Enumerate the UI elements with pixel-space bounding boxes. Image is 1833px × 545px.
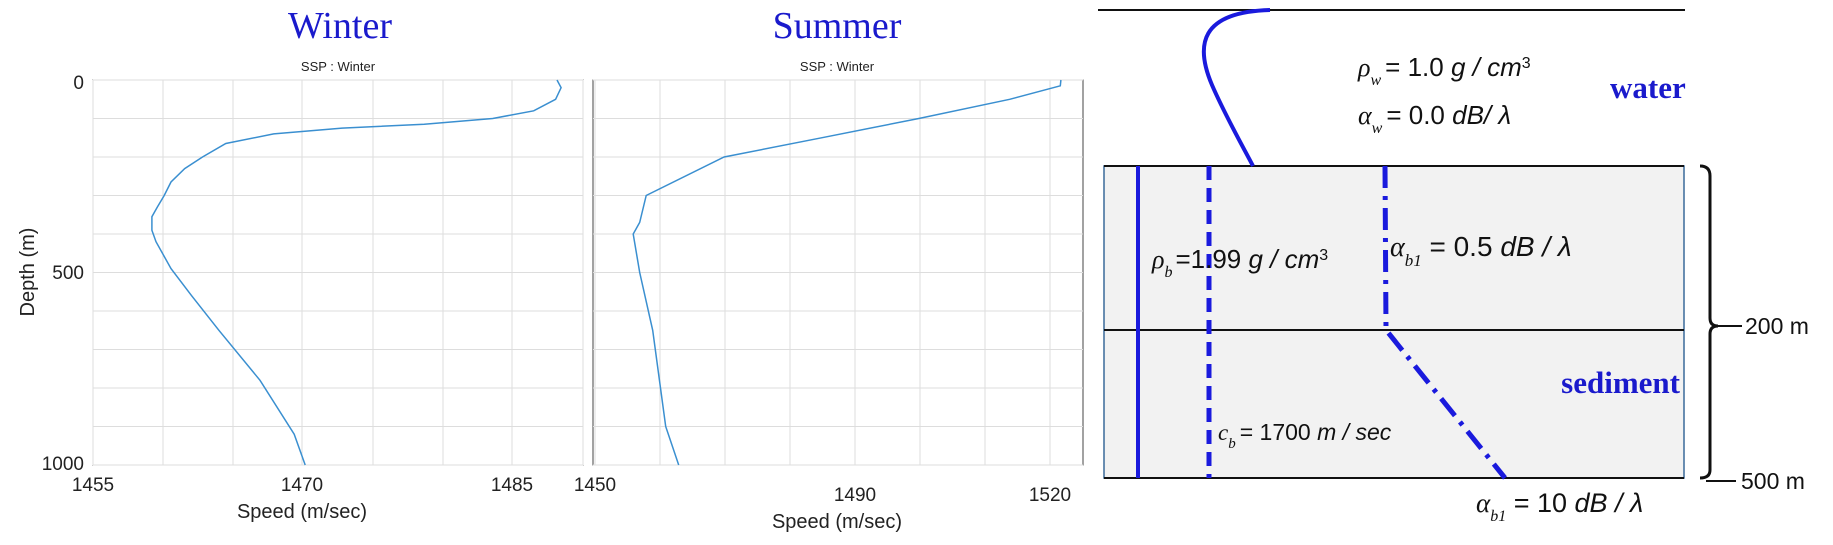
winter-grid [92, 79, 584, 466]
sediment-layer [1103, 165, 1685, 479]
sediment-attenuation-top-label: αb1 = 0.5 dB / λ [1390, 231, 1572, 270]
summer-xtick-1450: 1450 [574, 475, 616, 496]
winter-xtick-1455: 1455 [72, 475, 114, 496]
sediment-speed-label: cb = 1700 m / sec [1218, 419, 1392, 452]
water-attenuation-label: αw = 0.0 dB/ λ [1358, 100, 1511, 137]
winter-ytick-500: 500 [52, 263, 84, 284]
winter-xtick-1470: 1470 [281, 475, 323, 496]
summer-xtick-1490: 1490 [834, 485, 876, 506]
summer-chart: Summer SSP : Winter 1450 1490 1520 Speed… [574, 5, 1084, 533]
winter-ytick-1000: 1000 [42, 454, 84, 475]
geoacoustic-diagram: ρw = 1.0 g / cm3 αw = 0.0 dB/ λ water ρb =1… [1098, 8, 1809, 525]
winter-heading: Winter [288, 5, 392, 47]
attenuation-profile-line [1382, 165, 1507, 480]
layer-brace [1699, 164, 1719, 480]
depth-500-label: 500 m [1741, 468, 1805, 494]
summer-x-axis-label: Speed (m/sec) [772, 511, 902, 533]
water-density-label: ρw = 1.0 g / cm3 [1357, 52, 1531, 89]
winter-y-axis-label: Depth (m) [17, 228, 39, 317]
water-sound-speed-profile [1201, 8, 1271, 167]
sediment-label: sediment [1561, 365, 1681, 400]
sediment-attenuation-bottom-label: αb1 = 10 dB / λ [1476, 488, 1643, 525]
summer-xtick-1520: 1520 [1029, 485, 1071, 506]
depth-200-label: 200 m [1745, 313, 1809, 339]
summer-ssp-line [632, 79, 1062, 466]
winter-chart: Winter SSP : Winter 0 500 1000 1455 1470… [17, 5, 584, 523]
sediment-density-label: ρb =1.99 g / cm3 [1151, 244, 1328, 281]
water-label: water [1610, 70, 1686, 105]
winter-ssp-line [151, 79, 562, 466]
summer-chart-title: SSP : Winter [800, 59, 875, 74]
summer-grid [593, 79, 1083, 466]
winter-ytick-0: 0 [73, 73, 84, 94]
winter-xtick-1485: 1485 [491, 475, 533, 496]
winter-x-axis-label: Speed (m/sec) [237, 501, 367, 523]
summer-heading: Summer [773, 5, 902, 47]
winter-chart-title: SSP : Winter [301, 59, 376, 74]
